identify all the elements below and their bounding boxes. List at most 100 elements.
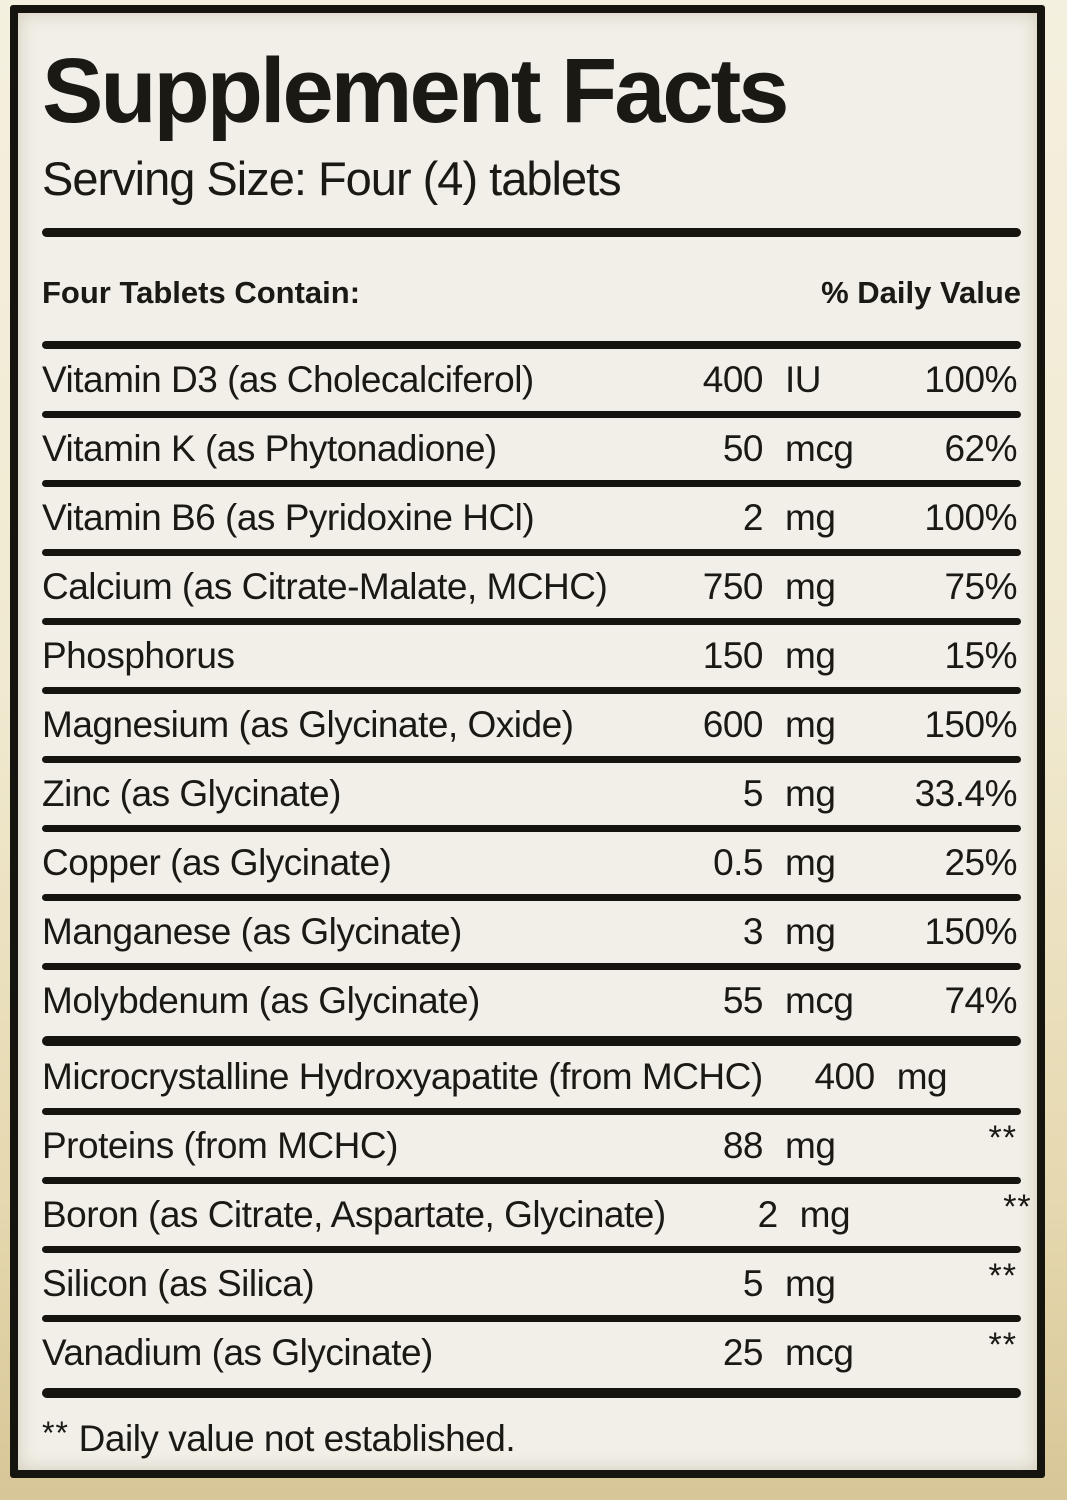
- nutrient-name: Magnesium (as Glycinate, Oxide): [42, 704, 574, 745]
- footnote-stars: **: [42, 1415, 69, 1451]
- nutrient-row: Boron (as Citrate, Aspartate, Glycinate)…: [42, 1184, 1031, 1246]
- nutrient-name: Vitamin K (as Phytonadione): [42, 428, 497, 469]
- row-separator: [42, 549, 1021, 556]
- nutrient-amount: 150: [702, 635, 764, 676]
- nutrient-row: Silicon (as Silica) 5 mg **: [42, 1253, 1021, 1315]
- nutrient-name: Proteins (from MCHC): [42, 1125, 398, 1166]
- nutrient-name: Silicon (as Silica): [42, 1263, 315, 1304]
- nutrient-row: Zinc (as Glycinate) 5 mg 33.4%: [42, 763, 1021, 825]
- nutrient-unit: IU: [785, 359, 822, 400]
- nutrient-amount: 400: [702, 359, 764, 400]
- row-separator: [42, 756, 1021, 763]
- nutrient-row: Molybdenum (as Glycinate) 55 mcg 74%: [42, 970, 1021, 1032]
- row-separator: [42, 1315, 1021, 1322]
- nutrient-daily-value: **: [873, 1119, 1021, 1167]
- nutrient-amount: 50: [722, 428, 764, 469]
- nutrient-name: Copper (as Glycinate): [42, 842, 392, 883]
- nutrient-row: Vitamin D3 (as Cholecalciferol) 400 IU 100%: [42, 349, 1021, 411]
- nutrient-name: Calcium (as Citrate-Malate, MCHC): [42, 566, 608, 607]
- footnote: ** Daily value not established.: [42, 1415, 1021, 1460]
- row-separator: [42, 411, 1021, 418]
- nutrient-row: Copper (as Glycinate) 0.5 mg 25%: [42, 832, 1021, 894]
- nutrient-row: Vanadium (as Glycinate) 25 mcg **: [42, 1322, 1021, 1384]
- nutrient-daily-value: **: [873, 1326, 1021, 1374]
- row-separator: [42, 1246, 1021, 1253]
- daily-value-stars: **: [1003, 1188, 1032, 1226]
- row-separator: [42, 1177, 1021, 1184]
- table-header-left: Four Tablets Contain:: [42, 274, 361, 310]
- nutrient-daily-value: 15%: [944, 635, 1017, 676]
- nutrient-row: Manganese (as Glycinate) 3 mg 150%: [42, 901, 1021, 963]
- nutrient-unit: mcg: [785, 428, 854, 469]
- nutrient-name: Vitamin D3 (as Cholecalciferol): [42, 359, 534, 400]
- nutrient-daily-value: 74%: [944, 980, 1017, 1021]
- nutrient-daily-value: **: [873, 1257, 1021, 1305]
- nutrient-unit: mg: [785, 635, 836, 676]
- footnote-text: Daily value not established.: [68, 1418, 516, 1459]
- nutrient-name: Manganese (as Glycinate): [42, 911, 462, 952]
- nutrient-unit: mg: [785, 842, 836, 883]
- nutrient-row: Microcrystalline Hydroxyapatite (from MC…: [42, 1046, 1021, 1108]
- nutrient-amount: 55: [722, 980, 764, 1021]
- serving-size: Serving Size: Four (4) tablets: [42, 152, 622, 205]
- nutrient-table-main: Vitamin D3 (as Cholecalciferol) 400 IU 100%…: [42, 349, 1021, 1032]
- nutrient-unit: mg: [785, 911, 836, 952]
- nutrient-unit: mcg: [785, 1332, 854, 1373]
- nutrient-name: Vitamin B6 (as Pyridoxine HCl): [42, 497, 535, 538]
- nutrient-name: Molybdenum (as Glycinate): [42, 980, 480, 1021]
- nutrient-name: Phosphorus: [42, 635, 235, 676]
- nutrient-table-secondary: Microcrystalline Hydroxyapatite (from MC…: [42, 1046, 1031, 1384]
- row-separator: [42, 963, 1021, 970]
- nutrient-amount: 2: [757, 1194, 779, 1235]
- daily-value-stars: **: [988, 1257, 1017, 1295]
- row-separator: [42, 1108, 1021, 1115]
- nutrient-unit: mcg: [785, 980, 854, 1021]
- nutrient-row: Vitamin B6 (as Pyridoxine HCl) 2 mg 100%: [42, 487, 1021, 549]
- nutrient-name: Zinc (as Glycinate): [42, 773, 341, 814]
- nutrient-unit: mg: [785, 1263, 836, 1304]
- nutrient-amount: 0.5: [713, 842, 763, 883]
- divider-bar-header: [42, 340, 1021, 349]
- nutrient-daily-value: 25%: [944, 842, 1017, 883]
- nutrient-amount: 5: [742, 773, 764, 814]
- nutrient-name: Vanadium (as Glycinate): [42, 1332, 433, 1373]
- supplement-facts-label: Supplement Facts Serving Size: Four (4) …: [10, 5, 1045, 1478]
- divider-bar-top: [42, 228, 1021, 237]
- nutrient-row: Calcium (as Citrate-Malate, MCHC) 750 mg 75…: [42, 556, 1021, 618]
- nutrient-unit: mg: [799, 1194, 851, 1235]
- nutrient-unit: mg: [785, 704, 836, 745]
- divider-bar-bottom: [42, 1388, 1021, 1398]
- nutrient-daily-value: 75%: [944, 566, 1017, 607]
- nutrient-daily-value: **: [985, 1056, 1067, 1098]
- nutrient-unit: mg: [785, 773, 836, 814]
- row-separator: [42, 480, 1021, 487]
- nutrient-amount: 25: [722, 1332, 764, 1373]
- nutrient-daily-value: 33.4%: [914, 773, 1018, 814]
- row-separator: [42, 894, 1021, 901]
- nutrient-daily-value: 62%: [944, 428, 1017, 469]
- nutrient-daily-value: 100%: [924, 497, 1017, 538]
- row-separator: [42, 618, 1021, 625]
- nutrient-unit: mg: [896, 1056, 948, 1097]
- nutrient-amount: 3: [742, 911, 764, 952]
- row-separator: [42, 687, 1021, 694]
- label-title: Supplement Facts: [42, 40, 789, 142]
- nutrient-amount: 750: [702, 566, 764, 607]
- daily-value-stars: **: [988, 1326, 1017, 1364]
- nutrient-amount: 88: [722, 1125, 764, 1166]
- nutrient-name: Microcrystalline Hydroxyapatite (from MC…: [42, 1056, 763, 1097]
- row-separator: [42, 825, 1021, 832]
- daily-value-stars: **: [988, 1119, 1017, 1157]
- nutrient-amount: 5: [742, 1263, 764, 1304]
- table-header-right: % Daily Value: [821, 274, 1021, 310]
- nutrient-unit: mg: [785, 497, 836, 538]
- nutrient-amount: 400: [814, 1056, 875, 1097]
- nutrient-daily-value: **: [888, 1188, 1036, 1236]
- nutrient-amount: 600: [702, 704, 764, 745]
- table-header: Four Tablets Contain: % Daily Value: [42, 275, 1021, 311]
- nutrient-name: Boron (as Citrate, Aspartate, Glycinate): [42, 1194, 666, 1235]
- nutrient-daily-value: 150%: [924, 704, 1017, 745]
- nutrient-row: Vitamin K (as Phytonadione) 50 mcg 62%: [42, 418, 1021, 480]
- divider-bar-section: [42, 1036, 1021, 1046]
- nutrient-row: Phosphorus 150 mg 15%: [42, 625, 1021, 687]
